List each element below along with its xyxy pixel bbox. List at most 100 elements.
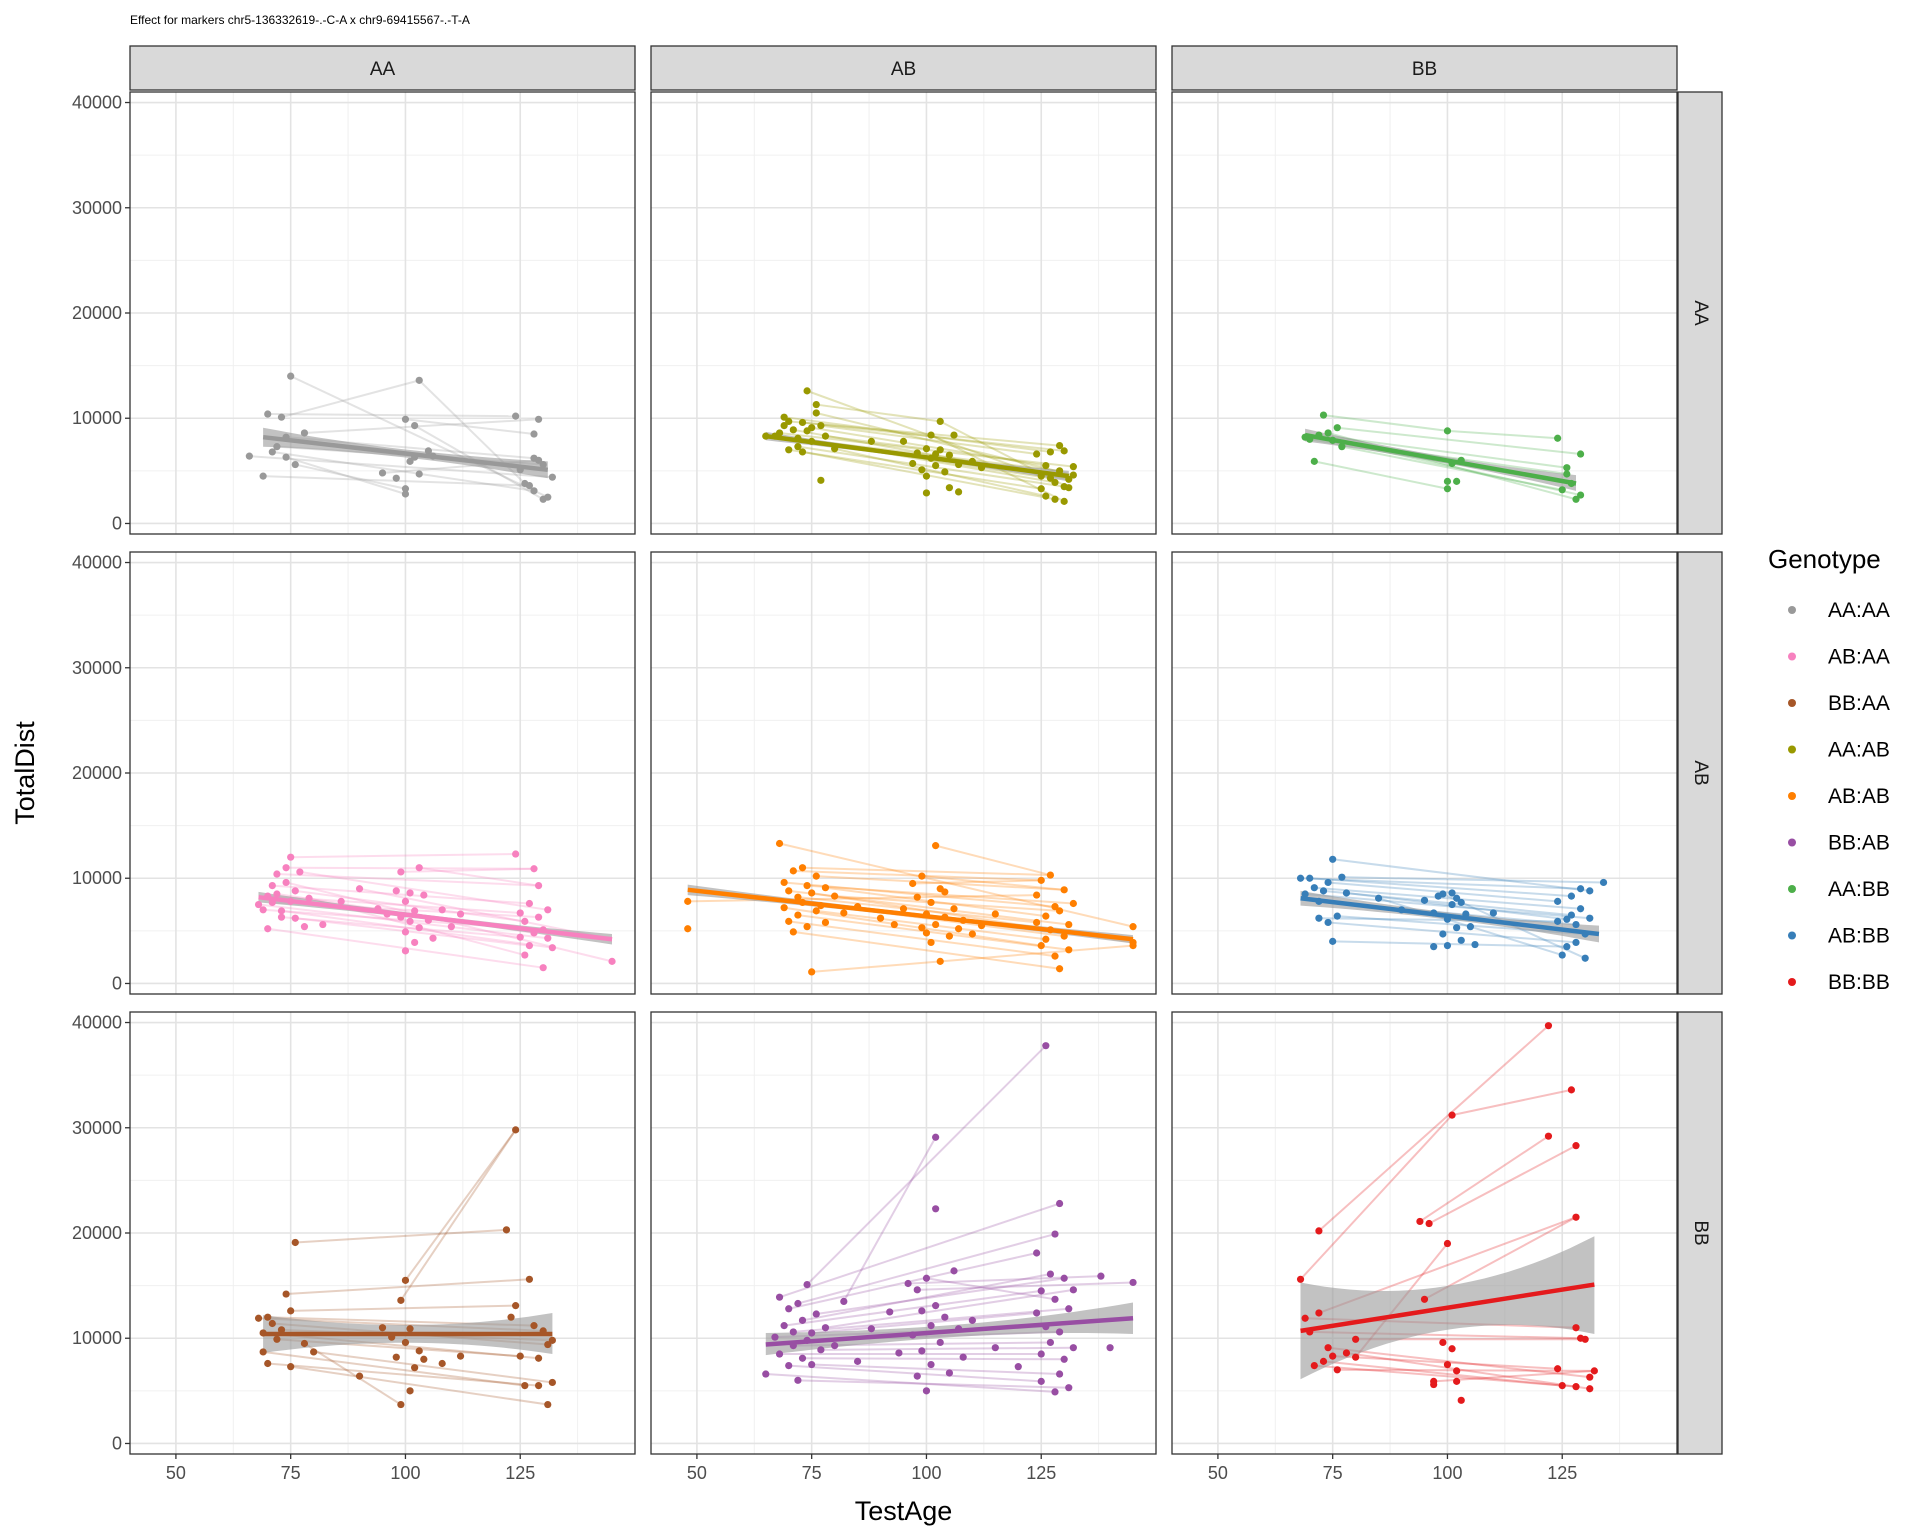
row-facet-strip <box>1677 551 1723 995</box>
data-point <box>1576 450 1585 458</box>
data-point <box>1046 871 1055 879</box>
panel-border <box>1171 551 1678 995</box>
data-point <box>1443 1239 1452 1248</box>
x-tick-label: 50 <box>1208 1463 1228 1483</box>
data-point <box>945 932 954 940</box>
data-point <box>415 1347 423 1355</box>
trajectory-line <box>811 1311 1037 1334</box>
data-point <box>853 1357 862 1365</box>
data-point <box>1443 477 1452 485</box>
data-point <box>1069 1344 1077 1352</box>
data-point <box>1554 434 1562 442</box>
data-point <box>544 906 552 914</box>
trajectory-line <box>400 867 535 873</box>
chart-title: Effect for markers chr5-136332619-.-C-A … <box>130 13 470 27</box>
data-point <box>355 1372 364 1380</box>
data-point <box>812 907 820 915</box>
data-point <box>817 1346 825 1354</box>
data-point <box>1572 920 1580 929</box>
data-point <box>785 917 793 925</box>
y-tick-label: 0 <box>112 1433 122 1453</box>
data-point <box>1069 899 1077 908</box>
trajectory-line <box>816 403 941 423</box>
data-point <box>415 376 423 384</box>
x-tick-label: 125 <box>505 1463 535 1483</box>
data-point <box>794 893 802 901</box>
data-point <box>775 429 784 437</box>
data-point <box>287 1307 295 1315</box>
y-tick-label: 10000 <box>72 408 122 428</box>
data-point <box>932 920 940 929</box>
data-point <box>1033 1309 1041 1317</box>
data-point <box>954 925 963 933</box>
trajectory-line <box>842 1136 937 1302</box>
data-point <box>1046 448 1055 456</box>
data-point <box>530 865 538 873</box>
trajectory-line <box>807 884 1074 905</box>
data-point <box>1329 855 1337 863</box>
data-point <box>803 1280 811 1289</box>
data-point <box>936 1338 944 1347</box>
data-point <box>259 472 267 480</box>
data-point <box>1319 887 1328 895</box>
trajectory-line <box>921 875 1065 891</box>
data-point <box>401 897 410 905</box>
y-tick-label: 40000 <box>72 553 122 573</box>
trajectory-line <box>1433 1369 1595 1383</box>
data-point <box>1065 946 1073 954</box>
data-point <box>429 934 437 942</box>
trajectory-line <box>935 844 1051 877</box>
data-point <box>264 1313 272 1321</box>
legend-key <box>1788 606 1796 614</box>
trajectory-line <box>820 424 1037 456</box>
data-point <box>516 1352 524 1360</box>
data-point <box>1069 463 1077 471</box>
data-point <box>1572 1213 1580 1221</box>
data-point <box>927 1322 935 1330</box>
data-point <box>1338 443 1346 451</box>
data-point <box>277 913 286 921</box>
data-point <box>1572 1142 1580 1150</box>
data-point <box>918 466 926 474</box>
data-point <box>812 1310 820 1318</box>
trajectory-line <box>1327 1346 1590 1379</box>
data-point <box>950 431 958 439</box>
trajectory-line <box>304 418 539 434</box>
trajectory-line <box>834 447 1047 498</box>
data-point <box>406 457 414 465</box>
trajectory-line <box>1318 434 1567 469</box>
data-point <box>1558 1381 1566 1390</box>
data-point <box>1042 492 1050 500</box>
data-point <box>1425 1219 1433 1228</box>
data-point <box>1439 1338 1447 1347</box>
data-point <box>282 864 290 872</box>
data-point <box>959 1353 967 1361</box>
data-point <box>1489 909 1497 917</box>
trajectory-line <box>912 879 1042 885</box>
data-point <box>1329 937 1337 945</box>
data-point <box>1060 886 1068 894</box>
data-point <box>1443 427 1452 435</box>
data-point <box>420 891 428 899</box>
data-point <box>539 460 547 469</box>
x-tick-label: 100 <box>1432 1463 1462 1483</box>
legend-label: AB:AB <box>1828 785 1890 808</box>
data-point <box>780 413 788 421</box>
data-point <box>1453 894 1461 902</box>
data-point <box>1046 1270 1055 1278</box>
data-point <box>941 1313 949 1321</box>
data-point <box>927 431 935 439</box>
data-point <box>1448 1345 1456 1353</box>
data-point <box>424 447 433 455</box>
data-point <box>447 923 455 931</box>
data-point <box>1065 1305 1073 1313</box>
data-point <box>936 957 944 965</box>
trajectory-line <box>281 916 521 939</box>
data-point <box>785 417 793 425</box>
data-point <box>1037 1287 1045 1295</box>
data-point <box>282 878 290 887</box>
data-point <box>534 456 543 464</box>
trajectory-line <box>797 914 1069 951</box>
trajectory-line <box>788 920 1056 958</box>
trajectory-line <box>405 418 535 436</box>
